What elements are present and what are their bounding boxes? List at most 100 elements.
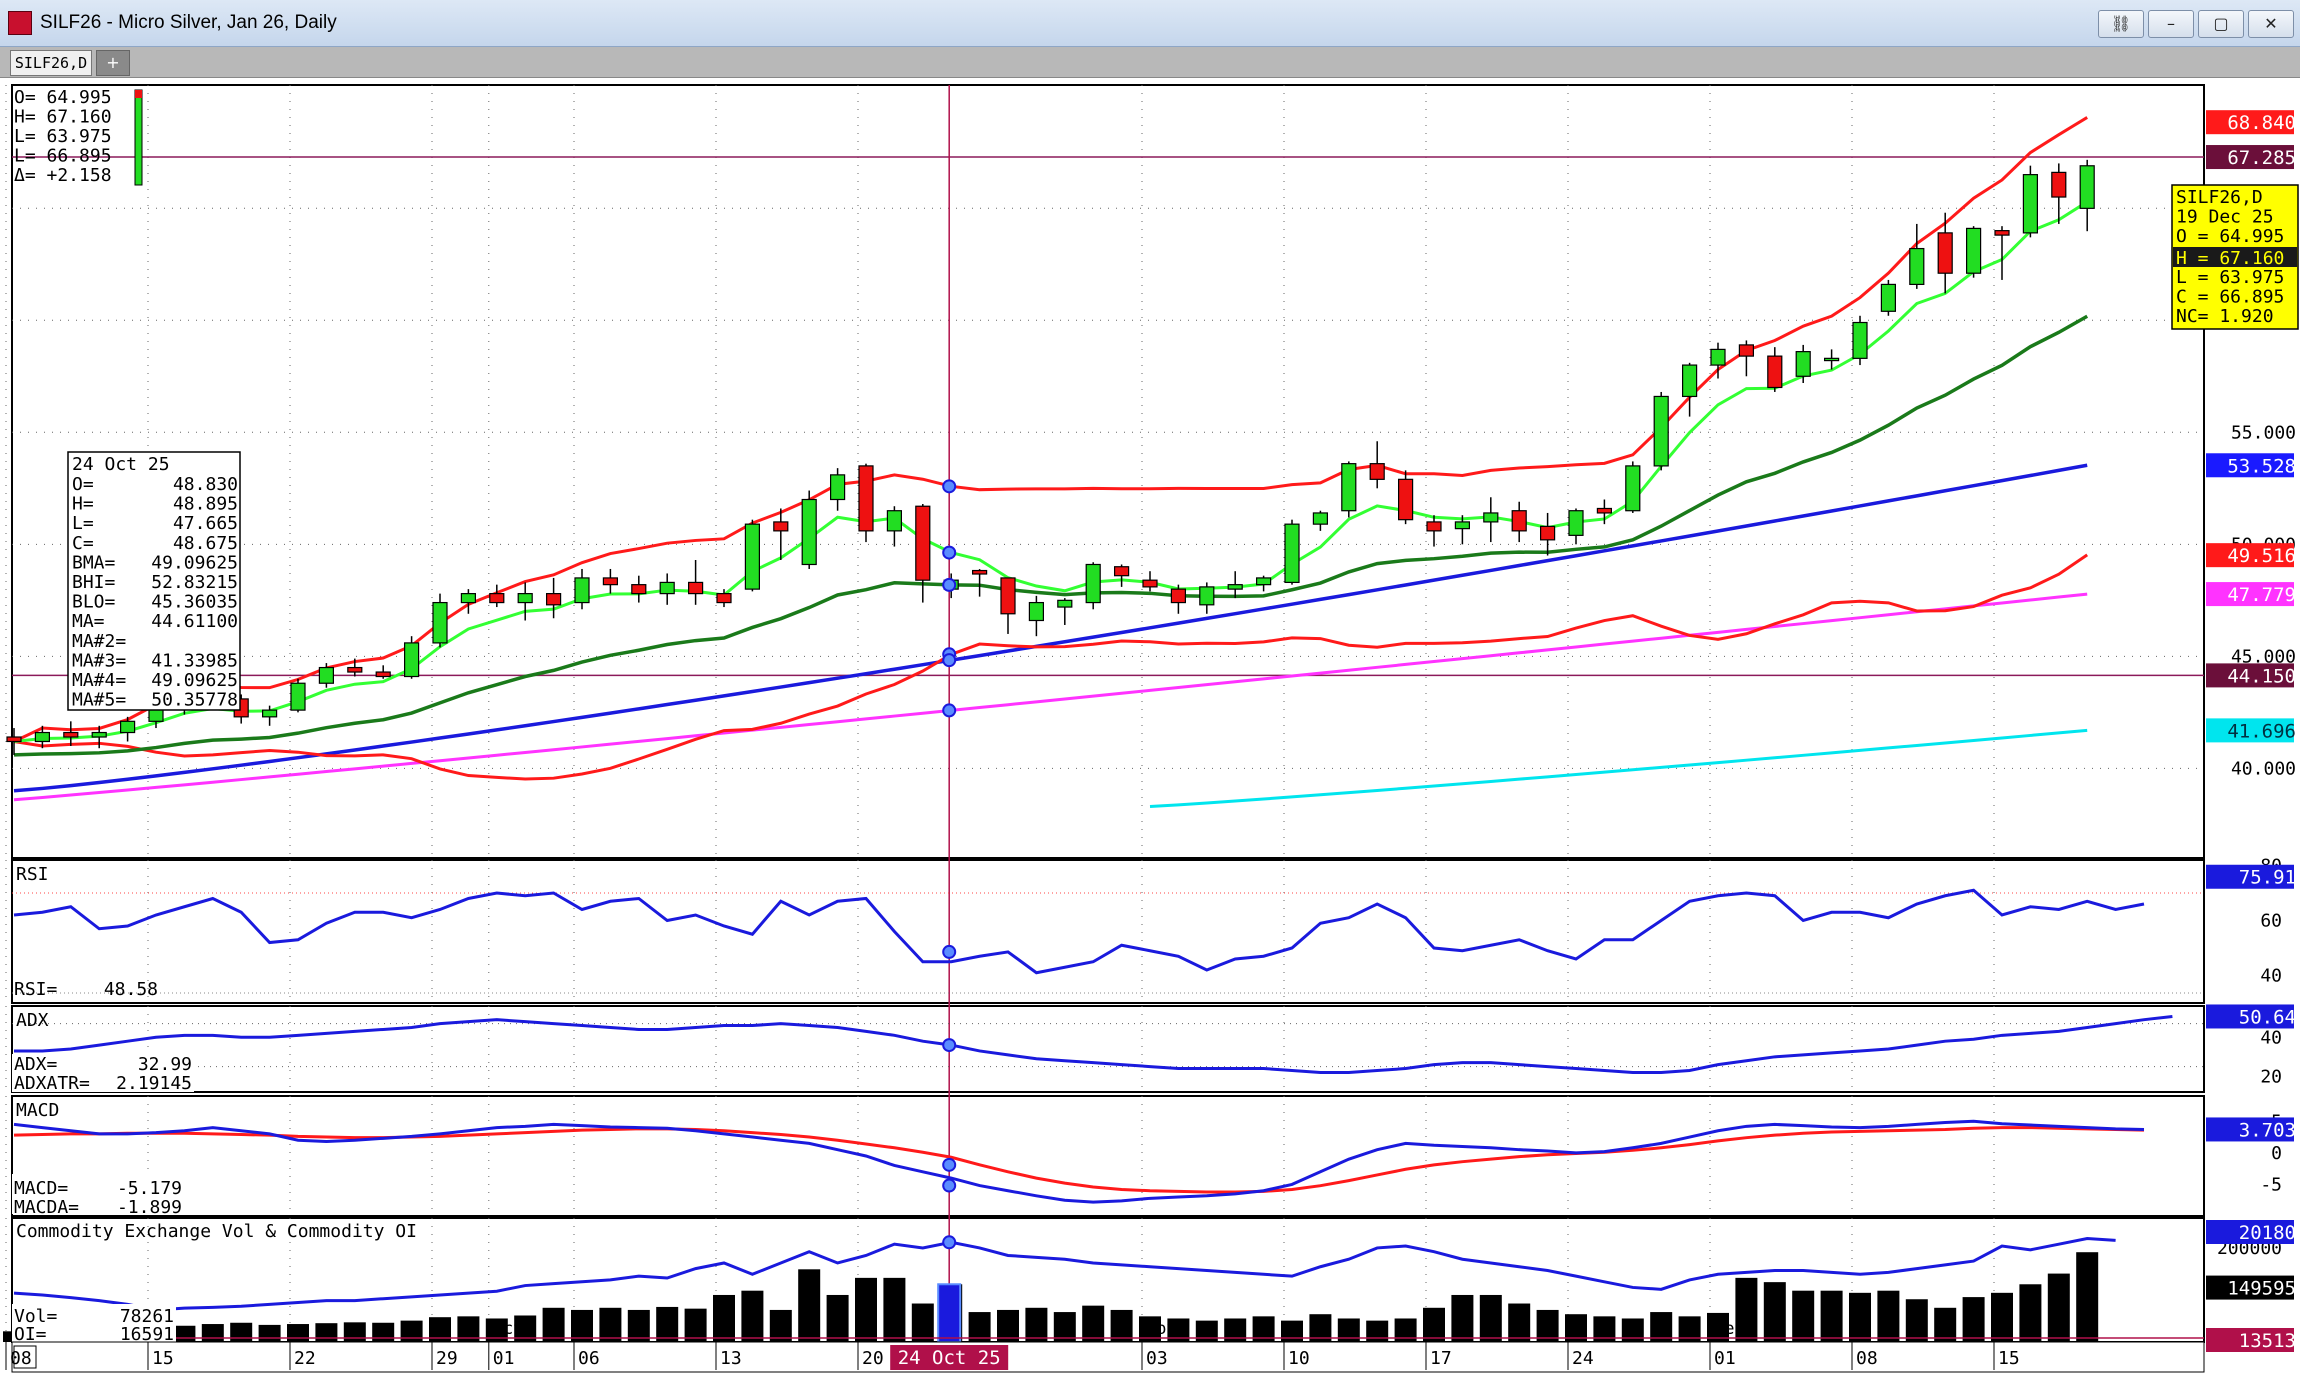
volume-bar bbox=[1565, 1314, 1587, 1342]
macd-readout-value: -5.179 bbox=[117, 1178, 182, 1199]
adx-pane-frame bbox=[11, 1005, 2205, 1093]
adx-readout-bg bbox=[12, 1054, 194, 1092]
link-icon[interactable]: ⛓ bbox=[2098, 10, 2144, 38]
data-window-value: 45.36035 bbox=[151, 592, 238, 613]
data-window-label: MA#2= bbox=[72, 631, 126, 652]
cursor-marker bbox=[942, 1157, 957, 1172]
candle-body bbox=[1795, 351, 1811, 377]
data-window-value: 48.830 bbox=[173, 474, 238, 495]
data-window-label: BMA= bbox=[72, 552, 116, 573]
volume-bar bbox=[1735, 1277, 1758, 1342]
candle-body bbox=[829, 474, 846, 501]
adx-readout-label: ADX= bbox=[14, 1054, 58, 1075]
x-tick-label: 01 bbox=[493, 1348, 515, 1369]
vol-readout-label: Vol= bbox=[14, 1306, 58, 1327]
ohlc-mini-candle-top bbox=[135, 90, 142, 98]
volume-bar bbox=[429, 1317, 451, 1342]
candle-body bbox=[1142, 579, 1158, 588]
volume-bar bbox=[1110, 1309, 1133, 1342]
macd-tag-label: 3.703 bbox=[2239, 1119, 2296, 1141]
price-tag bbox=[2206, 453, 2294, 478]
data-window-label: BLO= bbox=[72, 592, 116, 613]
cursor-marker bbox=[942, 1038, 957, 1053]
adx-tag bbox=[2206, 1004, 2294, 1029]
cursor-marker bbox=[942, 545, 957, 560]
minimize-button[interactable]: – bbox=[2148, 10, 2194, 38]
volume-bar bbox=[1763, 1282, 1786, 1342]
data-window-label: MA#4= bbox=[72, 670, 126, 691]
volume-bar bbox=[1650, 1312, 1673, 1342]
candle-body bbox=[1113, 566, 1130, 577]
cursor-marker bbox=[942, 1235, 957, 1250]
data-window-label: C= bbox=[72, 533, 94, 554]
candle-body bbox=[1426, 521, 1442, 532]
data-window-value: 47.665 bbox=[173, 513, 238, 534]
macd-tick-label: -5 bbox=[2260, 1174, 2282, 1195]
candle-body bbox=[971, 569, 988, 575]
candle-body bbox=[631, 584, 647, 595]
x-tick-label: 24 bbox=[1572, 1348, 1594, 1369]
candle-body bbox=[1653, 395, 1669, 467]
volume-bar bbox=[201, 1324, 224, 1342]
volume-bar bbox=[1593, 1316, 1616, 1342]
volume-bar bbox=[1195, 1320, 1218, 1342]
tab-silf26[interactable]: SILF26,D bbox=[10, 50, 92, 76]
price-tag-label: 41.696 bbox=[2227, 720, 2296, 742]
candle-body bbox=[1965, 227, 1982, 274]
x-tick-label: 29 bbox=[436, 1348, 458, 1369]
candle-body bbox=[886, 510, 903, 532]
oi-tag bbox=[2206, 1220, 2294, 1244]
x-tick-label: 15 bbox=[1998, 1348, 2020, 1369]
info-box-line: L = 63.975 bbox=[2176, 267, 2284, 288]
price-tag-label: 44.150 bbox=[2227, 665, 2296, 687]
price-tick-label: 45.000 bbox=[2231, 646, 2296, 667]
x-axis-scroll-box bbox=[13, 1345, 37, 1369]
data-window-value: 52.83215 bbox=[151, 572, 238, 593]
x-tick-label: 08 bbox=[10, 1348, 32, 1369]
data-window-label: H= bbox=[72, 494, 94, 515]
volume-bar bbox=[1309, 1314, 1332, 1342]
x-tick-label: 22 bbox=[294, 1348, 316, 1369]
volume-bar bbox=[741, 1290, 764, 1342]
ohlc-readout-line: H= 67.160 bbox=[14, 107, 112, 128]
info-box-line: 19 Dec 25 bbox=[2176, 207, 2274, 228]
macda-readout-label: MACDA= bbox=[14, 1197, 79, 1218]
month-label: Dec bbox=[1714, 1319, 1745, 1339]
adx-line bbox=[13, 1014, 2173, 1074]
data-window-value: 49.09625 bbox=[151, 552, 238, 573]
close-button[interactable]: ✕ bbox=[2248, 10, 2294, 38]
volume-bar bbox=[1820, 1290, 1843, 1342]
add-tab-button[interactable]: + bbox=[96, 50, 130, 76]
volume-bar bbox=[1934, 1307, 1957, 1342]
cursor-marker bbox=[942, 1178, 957, 1193]
volume-bar bbox=[883, 1277, 906, 1342]
price-pane-frame bbox=[11, 84, 2205, 859]
data-window-box bbox=[67, 451, 241, 711]
ohlc-readout-line: Δ= +2.158 bbox=[14, 165, 112, 186]
candle-body bbox=[1312, 512, 1329, 525]
bollinger-lower-line bbox=[13, 553, 2089, 781]
oi-readout-value: 16591 bbox=[120, 1324, 174, 1345]
candle-body bbox=[1767, 355, 1783, 389]
candle-body bbox=[545, 593, 562, 606]
volume-bar bbox=[372, 1322, 395, 1342]
candle-body bbox=[1227, 584, 1243, 590]
volume-bar bbox=[258, 1324, 281, 1342]
candle-body bbox=[1710, 348, 1726, 366]
x-tick-label: 13 bbox=[720, 1348, 742, 1369]
macd-readout-bg bbox=[12, 1174, 184, 1214]
macd-signal-line bbox=[13, 1126, 2145, 1194]
low-tag bbox=[2206, 1328, 2294, 1352]
candle-body bbox=[262, 709, 278, 718]
restore-button[interactable]: ▢ bbox=[2198, 10, 2244, 38]
x-tick-label: 10 bbox=[1288, 1348, 1310, 1369]
volume-bar bbox=[798, 1269, 821, 1342]
x-tick-label: 06 bbox=[578, 1348, 600, 1369]
volume-bar bbox=[1252, 1316, 1275, 1342]
ohlc-readout-line: L= 63.975 bbox=[14, 126, 112, 147]
volume-bar bbox=[1479, 1294, 1502, 1342]
price-tag bbox=[2206, 145, 2294, 170]
data-window-label: O= bbox=[72, 474, 94, 495]
volume-bar bbox=[769, 1309, 792, 1342]
data-window-label: MA= bbox=[72, 611, 105, 632]
